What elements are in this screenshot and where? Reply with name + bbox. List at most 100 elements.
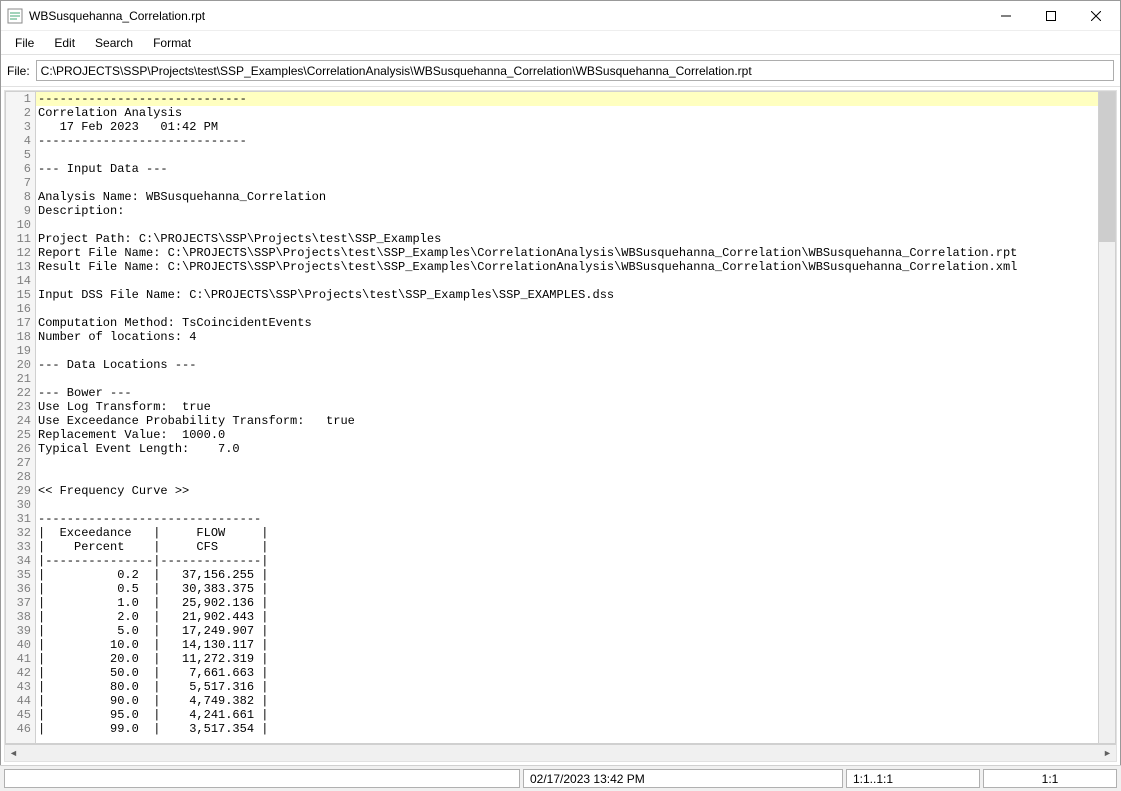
text-line (36, 344, 1098, 358)
text-line: | Exceedance | FLOW | (36, 526, 1098, 540)
menu-format[interactable]: Format (143, 33, 201, 53)
text-line: Computation Method: TsCoincidentEvents (36, 316, 1098, 330)
text-line (36, 470, 1098, 484)
text-line (36, 148, 1098, 162)
text-line: Result File Name: C:\PROJECTS\SSP\Projec… (36, 260, 1098, 274)
text-line (36, 274, 1098, 288)
window-controls (983, 2, 1118, 30)
line-number: 12 (6, 246, 35, 260)
line-number: 23 (6, 400, 35, 414)
line-number: 36 (6, 582, 35, 596)
status-cursor: 1:1 (983, 769, 1117, 788)
menu-search[interactable]: Search (85, 33, 143, 53)
window-title: WBSusquehanna_Correlation.rpt (29, 9, 983, 23)
editor-inner: 1234567891011121314151617181920212223242… (5, 91, 1116, 744)
line-number: 1 (6, 92, 35, 106)
text-line: << Frequency Curve >> (36, 484, 1098, 498)
line-number: 7 (6, 176, 35, 190)
line-number: 25 (6, 428, 35, 442)
line-number: 33 (6, 540, 35, 554)
line-number: 24 (6, 414, 35, 428)
line-number: 42 (6, 666, 35, 680)
text-line: | 5.0 | 17,249.907 | (36, 624, 1098, 638)
app-icon (7, 8, 23, 24)
statusbar: 02/17/2023 13:42 PM 1:1..1:1 1:1 (0, 765, 1121, 791)
text-line: ----------------------------- (36, 134, 1098, 148)
text-line (36, 498, 1098, 512)
horizontal-scrollbar[interactable]: ◄ ► (5, 744, 1116, 761)
text-line: Use Exceedance Probability Transform: tr… (36, 414, 1098, 428)
close-button[interactable] (1073, 2, 1118, 30)
line-number: 35 (6, 568, 35, 582)
hscroll-right-button[interactable]: ► (1099, 745, 1116, 762)
menu-edit[interactable]: Edit (44, 33, 85, 53)
status-datetime: 02/17/2023 13:42 PM (523, 769, 843, 788)
filepath-label: File: (7, 64, 30, 78)
text-line: --- Input Data --- (36, 162, 1098, 176)
line-number: 5 (6, 148, 35, 162)
text-line: | Percent | CFS | (36, 540, 1098, 554)
text-line: Number of locations: 4 (36, 330, 1098, 344)
line-number: 28 (6, 470, 35, 484)
text-line (36, 456, 1098, 470)
line-number: 19 (6, 344, 35, 358)
line-number: 3 (6, 120, 35, 134)
hscroll-left-button[interactable]: ◄ (5, 745, 22, 762)
text-line: Typical Event Length: 7.0 (36, 442, 1098, 456)
text-line: | 95.0 | 4,241.661 | (36, 708, 1098, 722)
text-line: 17 Feb 2023 01:42 PM (36, 120, 1098, 134)
minimize-button[interactable] (983, 2, 1028, 30)
text-line: | 0.2 | 37,156.255 | (36, 568, 1098, 582)
line-number: 8 (6, 190, 35, 204)
line-number: 46 (6, 722, 35, 736)
line-number: 30 (6, 498, 35, 512)
text-line: | 1.0 | 25,902.136 | (36, 596, 1098, 610)
line-number: 2 (6, 106, 35, 120)
text-line: ------------------------------- (36, 512, 1098, 526)
text-line: Report File Name: C:\PROJECTS\SSP\Projec… (36, 246, 1098, 260)
text-line: | 10.0 | 14,130.117 | (36, 638, 1098, 652)
maximize-button[interactable] (1028, 2, 1073, 30)
line-number: 43 (6, 680, 35, 694)
line-number-gutter: 1234567891011121314151617181920212223242… (6, 92, 36, 743)
text-line: | 99.0 | 3,517.354 | (36, 722, 1098, 736)
text-line: Input DSS File Name: C:\PROJECTS\SSP\Pro… (36, 288, 1098, 302)
line-number: 38 (6, 610, 35, 624)
text-line (36, 218, 1098, 232)
text-line (36, 176, 1098, 190)
line-number: 14 (6, 274, 35, 288)
menu-file[interactable]: File (5, 33, 44, 53)
titlebar: WBSusquehanna_Correlation.rpt (1, 1, 1120, 31)
hscroll-track[interactable] (22, 745, 1099, 762)
text-line (36, 302, 1098, 316)
line-number: 17 (6, 316, 35, 330)
line-number: 6 (6, 162, 35, 176)
text-content[interactable]: -----------------------------Correlation… (36, 92, 1098, 743)
line-number: 45 (6, 708, 35, 722)
text-line (36, 372, 1098, 386)
line-number: 9 (6, 204, 35, 218)
filepath-input[interactable] (36, 60, 1114, 81)
text-line: Analysis Name: WBSusquehanna_Correlation (36, 190, 1098, 204)
text-line: | 80.0 | 5,517.316 | (36, 680, 1098, 694)
line-number: 13 (6, 260, 35, 274)
line-number: 21 (6, 372, 35, 386)
line-number: 10 (6, 218, 35, 232)
line-number: 32 (6, 526, 35, 540)
text-line: Project Path: C:\PROJECTS\SSP\Projects\t… (36, 232, 1098, 246)
filepath-row: File: (1, 55, 1120, 87)
line-number: 16 (6, 302, 35, 316)
menubar: File Edit Search Format (1, 31, 1120, 55)
text-line: | 20.0 | 11,272.319 | (36, 652, 1098, 666)
vertical-scrollbar-thumb[interactable] (1099, 92, 1115, 242)
line-number: 34 (6, 554, 35, 568)
line-number: 31 (6, 512, 35, 526)
text-line: Use Log Transform: true (36, 400, 1098, 414)
line-number: 11 (6, 232, 35, 246)
text-line: | 2.0 | 21,902.443 | (36, 610, 1098, 624)
vertical-scrollbar[interactable] (1098, 92, 1115, 743)
line-number: 29 (6, 484, 35, 498)
line-number: 37 (6, 596, 35, 610)
text-line: Replacement Value: 1000.0 (36, 428, 1098, 442)
line-number: 26 (6, 442, 35, 456)
